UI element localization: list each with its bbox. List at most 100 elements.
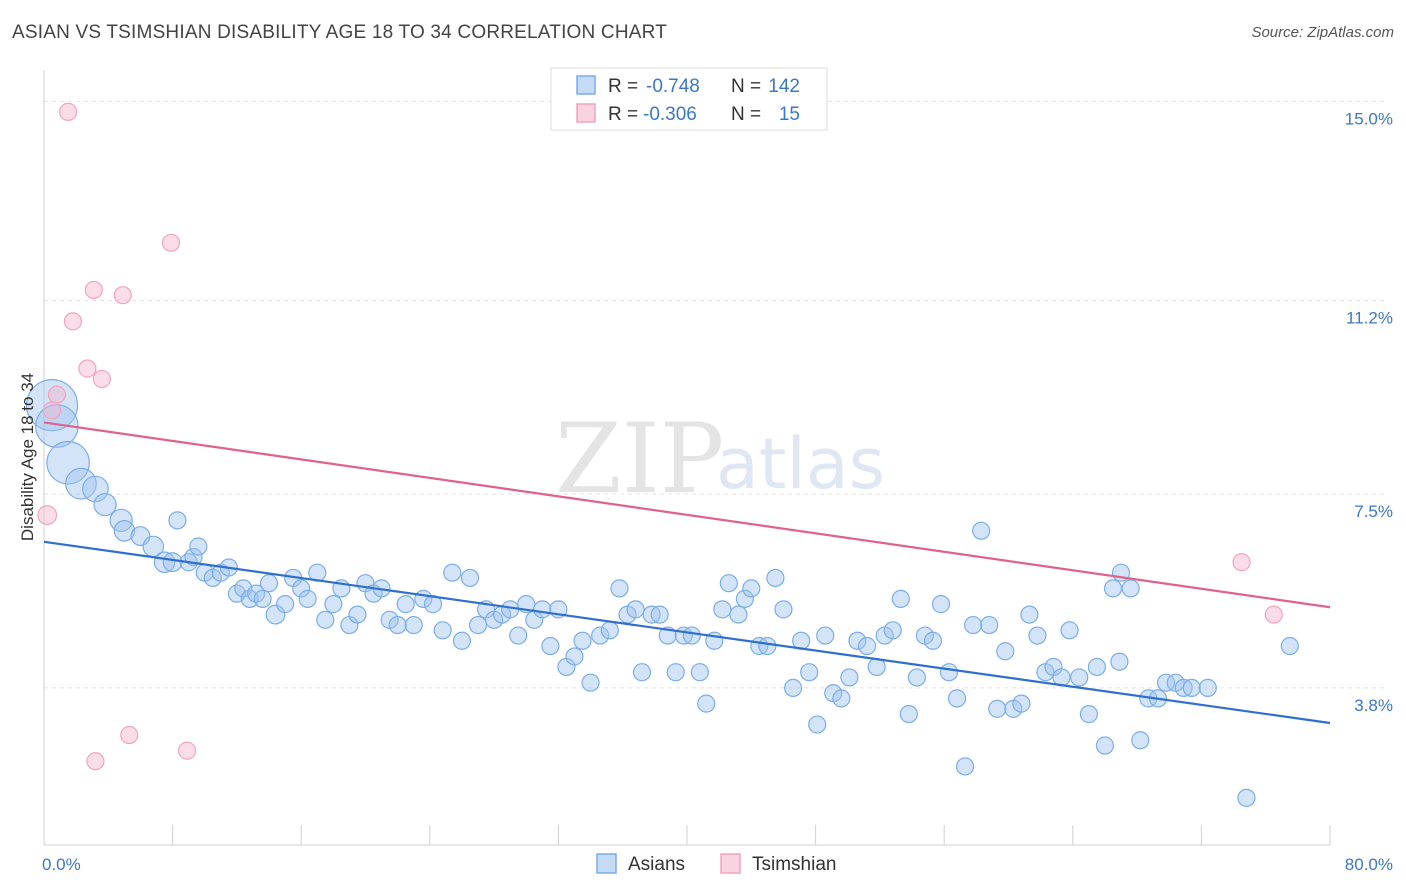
asians-point-42 xyxy=(396,595,415,614)
tsimshian-trend-line xyxy=(43,421,1331,609)
asians-point-50 xyxy=(468,615,488,635)
asians-point-139 xyxy=(1237,788,1256,807)
asians-point-25 xyxy=(259,574,279,593)
asians-point-4 xyxy=(82,475,109,503)
legend-r-value-asians: -0.748 xyxy=(646,76,700,97)
asians-point-128 xyxy=(1103,579,1123,598)
tsimshian-point-6 xyxy=(84,280,103,300)
asians-point-32 xyxy=(316,610,335,629)
bottom-legend-swatch-tsimshian xyxy=(720,853,741,874)
asians-point-108 xyxy=(939,663,959,682)
asians-point-77 xyxy=(690,663,709,682)
asians-point-95 xyxy=(832,689,851,708)
asians-point-97 xyxy=(848,631,867,650)
legend-n-label: N = xyxy=(731,104,761,125)
asians-point-33 xyxy=(324,595,343,614)
asians-point-12 xyxy=(168,511,187,530)
legend-n-value-asians: 142 xyxy=(768,76,800,97)
asians-point-58 xyxy=(533,600,552,619)
asians-point-59 xyxy=(541,636,560,656)
series-tsimshian-points xyxy=(37,102,1283,771)
asians-point-67 xyxy=(610,579,629,598)
asians-point-109 xyxy=(947,689,967,708)
bottom-legend-swatch-asians xyxy=(596,853,617,874)
y-tick-labels: 3.8% 7.5% 11.2% 15.0% xyxy=(1345,109,1393,714)
asians-point-64 xyxy=(581,673,600,692)
asians-point-127 xyxy=(1095,736,1115,755)
tsimshian-point-11 xyxy=(161,233,181,252)
asians-point-141 xyxy=(1110,652,1129,671)
asians-point-101 xyxy=(883,621,902,640)
legend-box xyxy=(550,67,828,131)
asians-point-119 xyxy=(1028,626,1047,645)
source-credit: Source: ZipAtlas.com xyxy=(1251,24,1394,41)
tsimshian-point-10 xyxy=(120,725,139,745)
tsimshian-point-14 xyxy=(1264,605,1283,624)
asians-point-114 xyxy=(988,699,1007,718)
asians-point-55 xyxy=(509,626,528,645)
asians-point-41 xyxy=(388,615,407,635)
asians-point-124 xyxy=(1070,668,1089,687)
asians-point-2 xyxy=(46,440,90,485)
asians-point-117 xyxy=(1012,694,1031,713)
watermark-atlas: atlas xyxy=(716,423,885,505)
asians-point-63 xyxy=(573,631,592,650)
y-tick-label-1: 7.5% xyxy=(1354,502,1393,521)
tsimshian-point-1 xyxy=(42,401,62,420)
tsimshian-point-2 xyxy=(47,385,66,404)
asians-point-46 xyxy=(433,621,452,640)
asians-point-43 xyxy=(404,615,423,635)
trend-lines xyxy=(43,421,1331,725)
asians-point-49 xyxy=(460,568,480,588)
asians-point-36 xyxy=(348,605,367,624)
y-axis-label: Disability Age 18 to 34 xyxy=(18,373,37,541)
asians-point-11 xyxy=(162,552,183,573)
tsimshian-point-13 xyxy=(1232,553,1251,572)
asians-point-74 xyxy=(666,663,685,682)
asians-point-5 xyxy=(93,492,117,517)
asians-point-47 xyxy=(443,563,462,582)
legend-swatch-tsimshian xyxy=(576,103,596,123)
asians-point-96 xyxy=(840,668,859,687)
asians-point-24 xyxy=(253,589,272,608)
asians-point-86 xyxy=(758,636,777,656)
asians-point-27 xyxy=(276,595,295,614)
asians-point-81 xyxy=(719,574,738,593)
asians-point-72 xyxy=(650,605,669,624)
asians-point-107 xyxy=(931,595,951,614)
x-tick-label-0: 0.0% xyxy=(42,855,81,874)
asians-point-138 xyxy=(1198,678,1217,698)
asians-point-123 xyxy=(1060,621,1079,640)
y-tick-label-0: 3.8% xyxy=(1354,696,1393,715)
tsimshian-point-5 xyxy=(78,359,97,378)
asians-point-130 xyxy=(1121,579,1140,598)
asians-point-118 xyxy=(1020,605,1039,624)
asians-point-15 xyxy=(189,537,208,556)
asians-point-1 xyxy=(35,404,79,448)
legend-r-label: R = xyxy=(608,104,638,125)
watermark-zip: ZIP xyxy=(555,403,724,515)
legend-n-label: N = xyxy=(731,76,761,97)
asians-point-30 xyxy=(298,589,317,608)
asians-point-113 xyxy=(980,615,999,635)
bottom-legend: Asians Tsimshian xyxy=(596,853,836,875)
asians-point-140 xyxy=(1280,636,1299,656)
asians-point-125 xyxy=(1079,704,1098,724)
asians-point-29 xyxy=(292,579,311,598)
asians-point-70 xyxy=(632,663,652,682)
asians-point-83 xyxy=(735,589,754,608)
legend-swatch-asians xyxy=(576,75,596,95)
asians-point-3 xyxy=(65,467,97,500)
asians-point-87 xyxy=(766,568,785,588)
watermark: ZIP atlas xyxy=(555,403,885,515)
y-tick-label-2: 11.2% xyxy=(1346,308,1393,327)
asians-point-78 xyxy=(697,694,716,713)
asians-point-66 xyxy=(600,621,619,640)
asians-point-76 xyxy=(682,626,701,645)
axes xyxy=(43,70,1331,846)
asians-point-89 xyxy=(783,678,803,698)
asians-point-102 xyxy=(891,589,910,608)
asians-point-82 xyxy=(729,605,748,624)
asians-point-111 xyxy=(964,615,983,635)
